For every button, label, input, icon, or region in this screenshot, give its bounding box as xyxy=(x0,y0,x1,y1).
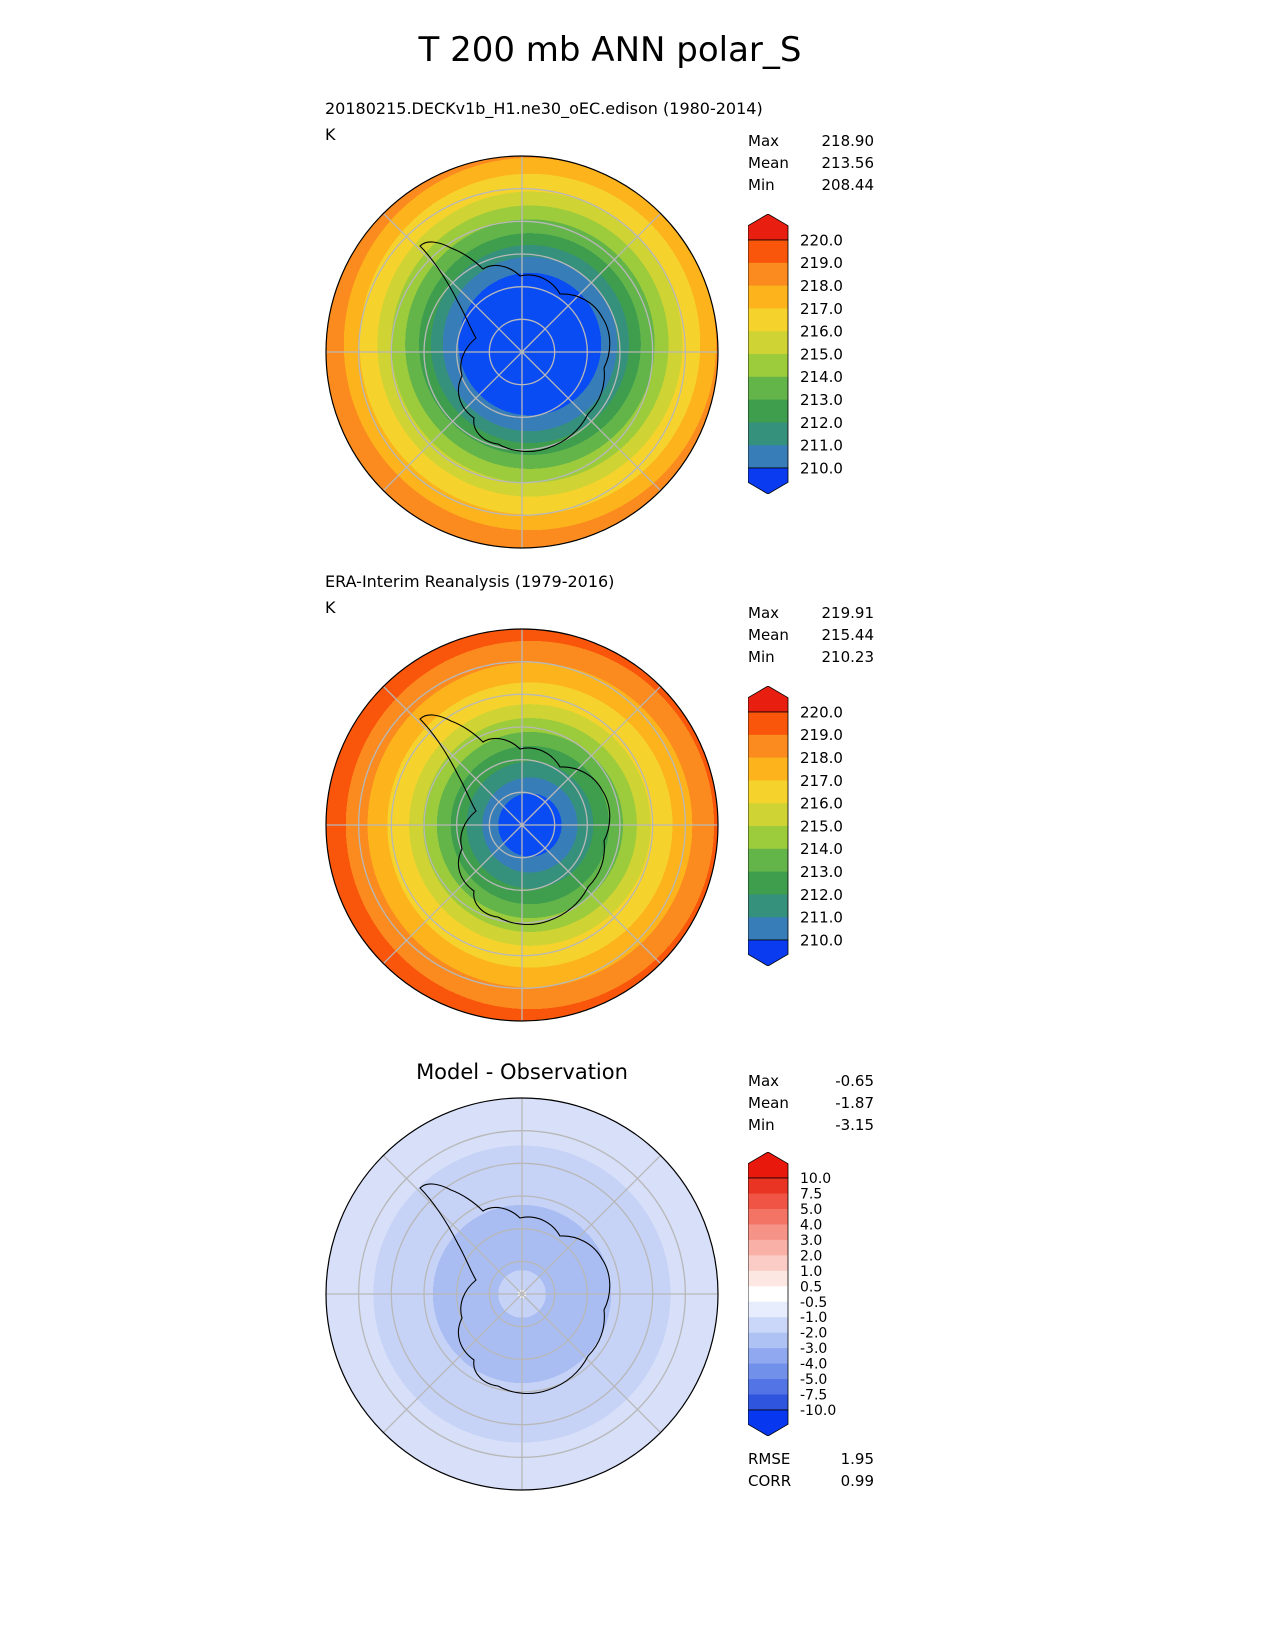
panel3-stats: Max -0.65 Mean -1.87 Min -3.15 xyxy=(748,1070,874,1136)
colorbar-tick-label: 210.0 xyxy=(800,931,843,949)
stat-value: 1.95 xyxy=(840,1450,874,1468)
stat-value: -0.65 xyxy=(835,1072,874,1090)
colorbar-tick-label: -0.5 xyxy=(800,1295,827,1311)
colorbar-tick-label: 216.0 xyxy=(800,795,843,813)
colorbar-tick-label: -1.0 xyxy=(800,1310,827,1326)
colorbar-tick-label: 211.0 xyxy=(800,909,843,927)
colorbar-svg: 10.07.55.04.03.02.01.00.5-0.5-1.0-2.0-3.… xyxy=(747,1151,836,1437)
stat-label: Mean xyxy=(748,154,789,172)
stat-row-min: Min 210.23 xyxy=(748,646,874,668)
stat-label: Mean xyxy=(748,626,789,644)
figure-title: T 200 mb ANN polar_S xyxy=(418,30,802,70)
antarctica-coastline xyxy=(419,714,611,926)
stat-value: -1.87 xyxy=(835,1094,874,1112)
colorbar-tick-label: 214.0 xyxy=(800,368,843,386)
panel2-polar-map xyxy=(324,627,720,1023)
colorbar-tick-label: 218.0 xyxy=(800,749,843,767)
colorbar-tick-label: 218.0 xyxy=(800,277,843,295)
colorbar-tick-label: 216.0 xyxy=(800,323,843,341)
stat-row-corr: CORR 0.99 xyxy=(748,1470,874,1492)
panel2-subtitle: ERA-Interim Reanalysis (1979-2016) xyxy=(325,572,615,591)
stat-value: 210.23 xyxy=(821,648,875,666)
colorbar-tick-label: 212.0 xyxy=(800,414,843,432)
stat-label: Mean xyxy=(748,1094,789,1112)
colorbar-tick-label: 215.0 xyxy=(800,817,843,835)
stat-row-mean: Mean 215.44 xyxy=(748,624,874,646)
stat-value: 219.91 xyxy=(821,604,875,622)
colorbar-tick-label: 4.0 xyxy=(800,1217,822,1233)
colorbar-tick-label: 212.0 xyxy=(800,886,843,904)
colorbar-tick-label: 213.0 xyxy=(800,863,843,881)
colorbar-tick-label: 2.0 xyxy=(800,1248,822,1264)
stat-label: Max xyxy=(748,132,780,150)
panel3-footer-stats: RMSE 1.95 CORR 0.99 xyxy=(748,1448,874,1492)
panel2-units-label: K xyxy=(325,598,336,617)
stat-row-max: Max -0.65 xyxy=(748,1070,874,1092)
colorbar-tick-label: 219.0 xyxy=(800,726,843,744)
colorbar-tick-label: 220.0 xyxy=(800,231,843,249)
stat-value: 0.99 xyxy=(840,1472,874,1490)
colorbar-tick-label: -4.0 xyxy=(800,1357,827,1373)
colorbar-tick-label: 214.0 xyxy=(800,840,843,858)
panel1-units-label: K xyxy=(325,125,336,144)
colorbar-tick-label: 5.0 xyxy=(800,1202,822,1218)
colorbar-tick-label: 210.0 xyxy=(800,459,843,477)
antarctica-coastline xyxy=(419,241,611,453)
stat-label: Max xyxy=(748,604,780,622)
colorbar-tick-label: 220.0 xyxy=(800,703,843,721)
stat-row-min: Min 208.44 xyxy=(748,174,874,196)
stat-label: RMSE xyxy=(748,1450,791,1468)
colorbar-tick-label: 211.0 xyxy=(800,437,843,455)
colorbar-tick-label: 0.5 xyxy=(800,1279,822,1295)
stat-value: 208.44 xyxy=(821,176,875,194)
colorbar-tick-label: -2.0 xyxy=(800,1326,827,1342)
colorbar-tick-label: 10.0 xyxy=(800,1171,831,1187)
stat-row-max: Max 219.91 xyxy=(748,602,874,624)
panel2-colorbar: 220.0 219.0 218.0 217.0 216.0 215.0 214.0 213.0… xyxy=(747,685,878,970)
stat-value: 218.90 xyxy=(821,132,875,150)
colorbar-tick-label: -5.0 xyxy=(800,1372,827,1388)
colorbar-tick-label: 217.0 xyxy=(800,772,843,790)
panel1-stats: Max 218.90 Mean 213.56 Min 208.44 xyxy=(748,130,874,196)
stat-value: -3.15 xyxy=(835,1116,874,1134)
stat-row-mean: Mean -1.87 xyxy=(748,1092,874,1114)
panel3-title: Model - Observation xyxy=(416,1060,628,1084)
stat-value: 213.56 xyxy=(821,154,875,172)
colorbar-tick-label: 217.0 xyxy=(800,300,843,318)
colorbar-svg: 220.0 219.0 218.0 217.0 216.0 215.0 214.0 213.0… xyxy=(747,213,843,495)
colorbar-tick-label: -10.0 xyxy=(800,1403,836,1419)
panel3-colorbar: 10.0 7.5 5.0 4.0 3.0 2.0 1.0 0.5 -0.5 -1.0 -2.0 -3.… xyxy=(747,1151,878,1440)
stat-value: 215.44 xyxy=(821,626,875,644)
colorbar-tick-label: 7.5 xyxy=(800,1187,822,1203)
stat-label: Max xyxy=(748,1072,780,1090)
antarctica-coastline xyxy=(419,1183,611,1395)
stat-row-min: Min -3.15 xyxy=(748,1114,874,1136)
colorbar-tick-label: 3.0 xyxy=(800,1233,822,1249)
polar-map-svg xyxy=(325,155,719,549)
stat-row-rmse: RMSE 1.95 xyxy=(748,1448,874,1470)
stat-label: Min xyxy=(748,1116,775,1134)
colorbar-tick-label: 215.0 xyxy=(800,345,843,363)
stat-row-mean: Mean 213.56 xyxy=(748,152,874,174)
colorbar-tick-label: -3.0 xyxy=(800,1341,827,1357)
stat-label: CORR xyxy=(748,1472,792,1490)
colorbar-tick-label: 213.0 xyxy=(800,391,843,409)
panel1-subtitle: 20180215.DECKv1b_H1.ne30_oEC.edison (198… xyxy=(325,99,763,118)
polar-map-svg xyxy=(325,1097,719,1491)
panel1-colorbar: 220.0 219.0 218.0 217.0 216.0 215.0 214.0 213.0… xyxy=(747,213,878,498)
panel2-stats: Max 219.91 Mean 215.44 Min 210.23 xyxy=(748,602,874,668)
panel3-polar-map xyxy=(324,1096,720,1492)
stat-row-max: Max 218.90 xyxy=(748,130,874,152)
stat-label: Min xyxy=(748,648,775,666)
panel1-polar-map xyxy=(324,154,720,550)
colorbar-tick-label: -7.5 xyxy=(800,1388,827,1404)
colorbar-tick-label: 1.0 xyxy=(800,1264,822,1280)
colorbar-svg: 220.0 219.0 218.0 217.0 216.0 215.0 214.0 213.0… xyxy=(747,685,843,967)
colorbar-tick-label: 219.0 xyxy=(800,254,843,272)
stat-label: Min xyxy=(748,176,775,194)
polar-map-svg xyxy=(325,628,719,1022)
